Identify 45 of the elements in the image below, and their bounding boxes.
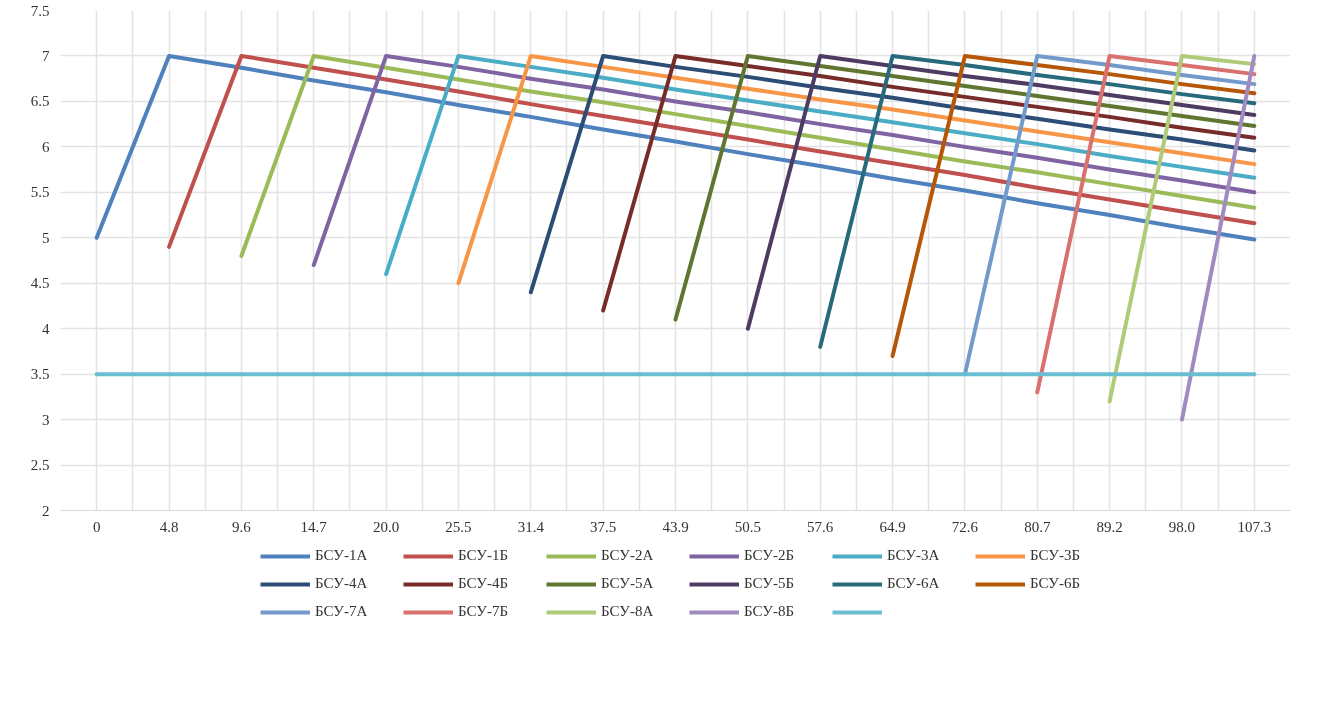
legend-label: БСУ-3Б [1030, 547, 1082, 564]
y-tick-label: 4 [42, 320, 50, 337]
legend-label: БСУ-2А [601, 547, 655, 564]
y-tick-label: 7 [42, 47, 50, 64]
y-tick-label: 6.5 [30, 93, 50, 110]
legend-label: БСУ-6Б [1030, 575, 1082, 592]
x-tick-label: 25.5 [445, 518, 472, 535]
y-tick-label: 5.5 [30, 184, 50, 201]
x-tick-label: 4.8 [159, 518, 179, 535]
x-tick-label: 0 [92, 518, 101, 535]
legend-label: БСУ-4Б [458, 575, 510, 592]
legend-label: БСУ-5Б [744, 575, 796, 592]
y-tick-label: 2 [42, 502, 50, 519]
x-tick-label: 37.5 [590, 518, 617, 535]
x-tick-label: 9.6 [232, 518, 252, 535]
x-tick-label: 64.9 [879, 518, 906, 535]
x-tick-label: 20.0 [372, 518, 400, 535]
x-tick-label: 80.7 [1024, 518, 1051, 535]
legend-label: БСУ-6А [887, 575, 941, 592]
legend-label: БСУ-8Б [744, 603, 796, 620]
legend-label: БСУ-1А [315, 547, 369, 564]
x-tick-label: 89.2 [1096, 518, 1123, 535]
legend-label: БСУ-1Б [458, 547, 510, 564]
x-tick-label: 107.3 [1237, 518, 1272, 535]
legend-label: БСУ-8А [601, 603, 655, 620]
x-tick-label: 50.5 [734, 518, 761, 535]
legend-label: БСУ-4А [315, 575, 369, 592]
y-tick-label: 3 [42, 411, 50, 428]
legend-label: БСУ-7Б [458, 603, 510, 620]
y-tick-label: 7.5 [30, 2, 50, 19]
x-tick-label: 57.6 [807, 518, 834, 535]
y-tick-label: 3.5 [30, 366, 50, 383]
y-tick-label: 6 [42, 138, 50, 155]
legend-label: БСУ-5А [601, 575, 655, 592]
legend-label: БСУ-2Б [744, 547, 796, 564]
y-tick-label: 4.5 [30, 275, 50, 292]
legend-label: БСУ-3А [887, 547, 941, 564]
x-tick-label: 43.9 [662, 518, 689, 535]
x-tick-label: 14.7 [300, 518, 328, 535]
x-tick-label: 98.0 [1168, 518, 1196, 535]
y-tick-label: 2.5 [30, 457, 50, 474]
x-tick-label: 72.6 [951, 518, 979, 535]
legend-label: БСУ-7А [315, 603, 369, 620]
x-tick-label: 31.4 [517, 518, 545, 535]
y-tick-label: 5 [42, 229, 50, 246]
